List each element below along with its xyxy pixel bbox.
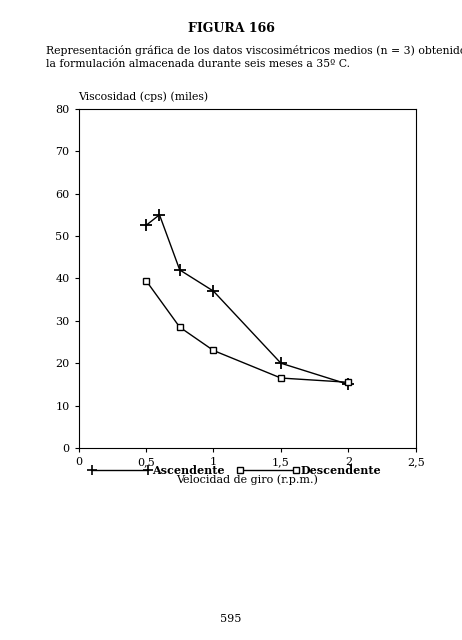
Text: 595: 595 xyxy=(220,614,242,624)
Ascendente xyxy=(278,359,284,367)
Line: Ascendente: Ascendente xyxy=(140,209,354,390)
Ascendente xyxy=(143,221,149,229)
Descendente xyxy=(278,374,284,382)
Descendente xyxy=(143,276,149,284)
X-axis label: Velocidad de giro (r.p.m.): Velocidad de giro (r.p.m.) xyxy=(176,474,318,484)
Descendente xyxy=(211,347,216,355)
Text: Descendente: Descendente xyxy=(300,465,381,476)
Descendente xyxy=(177,323,182,331)
Ascendente xyxy=(346,381,351,388)
Text: Representación gráfica de los datos viscosimétricos medios (n = 3) obtenidos en: Representación gráfica de los datos visc… xyxy=(46,45,462,56)
Descendente xyxy=(346,378,351,386)
Text: Viscosidad (cps) (miles): Viscosidad (cps) (miles) xyxy=(79,92,209,102)
Ascendente xyxy=(177,266,182,274)
Ascendente xyxy=(157,211,162,219)
Text: la formulación almacenada durante seis meses a 35º C.: la formulación almacenada durante seis m… xyxy=(46,59,350,69)
Text: FIGURA 166: FIGURA 166 xyxy=(188,22,274,35)
Ascendente xyxy=(211,287,216,295)
Text: Ascendente: Ascendente xyxy=(152,465,225,476)
Line: Descendente: Descendente xyxy=(142,277,352,386)
